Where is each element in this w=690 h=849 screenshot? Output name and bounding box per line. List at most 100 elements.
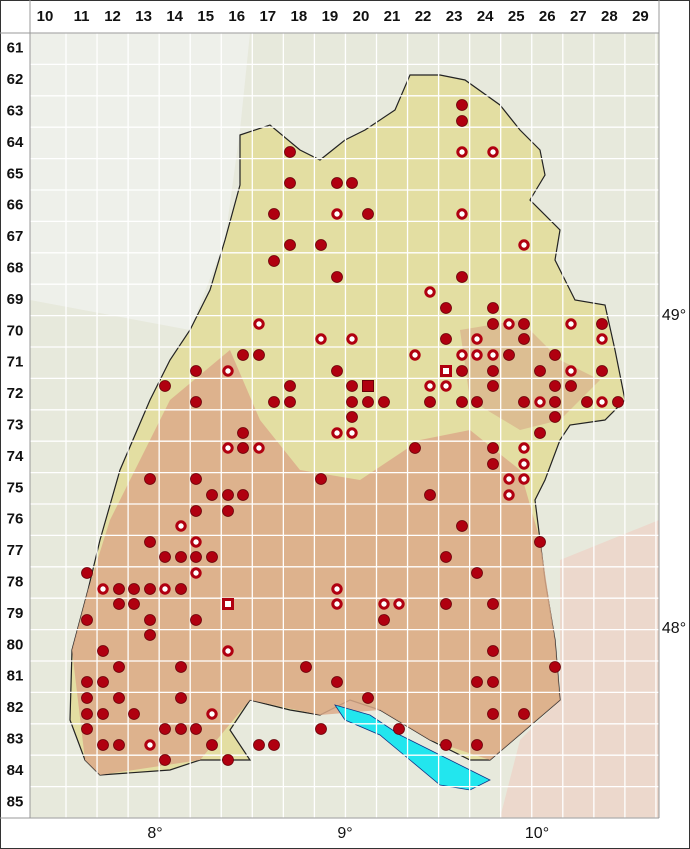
- marker-filled: [268, 208, 280, 220]
- row-label: 69: [7, 291, 24, 308]
- marker-filled: [596, 318, 608, 330]
- marker-filled: [81, 676, 93, 688]
- marker-filled: [97, 676, 109, 688]
- marker-open: [144, 739, 156, 751]
- marker-filled: [284, 239, 296, 251]
- row-label: 74: [7, 448, 24, 465]
- row-label: 85: [7, 793, 24, 810]
- marker-open: [331, 208, 343, 220]
- column-label: 17: [259, 8, 276, 25]
- marker-filled: [222, 754, 234, 766]
- column-label: 23: [446, 8, 463, 25]
- marker-open: [534, 396, 546, 408]
- marker-filled: [113, 661, 125, 673]
- marker-filled: [518, 396, 530, 408]
- marker-filled: [97, 645, 109, 657]
- marker-filled: [190, 614, 202, 626]
- marker-open: [518, 458, 530, 470]
- row-label: 80: [7, 636, 24, 653]
- marker-filled: [284, 177, 296, 189]
- marker-filled: [284, 146, 296, 158]
- marker-filled: [362, 208, 374, 220]
- column-label: 25: [508, 8, 525, 25]
- row-label: 77: [7, 542, 24, 559]
- marker-filled: [237, 442, 249, 454]
- column-label: 24: [477, 8, 494, 25]
- marker-filled: [315, 473, 327, 485]
- marker-open: [424, 380, 436, 392]
- column-label: 22: [415, 8, 432, 25]
- column-label: 18: [291, 8, 308, 25]
- marker-filled: [97, 708, 109, 720]
- marker-filled: [487, 598, 499, 610]
- marker-filled: [113, 739, 125, 751]
- marker-open: [503, 318, 515, 330]
- marker-open: [596, 396, 608, 408]
- marker-filled: [503, 349, 515, 361]
- marker-filled: [487, 676, 499, 688]
- marker-filled: [253, 739, 265, 751]
- row-label: 66: [7, 197, 24, 214]
- marker-filled: [268, 396, 280, 408]
- marker-filled: [159, 380, 171, 392]
- marker-filled: [378, 396, 390, 408]
- marker-filled: [346, 396, 358, 408]
- row-label: 84: [7, 762, 24, 779]
- marker-filled: [206, 739, 218, 751]
- marker-filled: [237, 489, 249, 501]
- longitude-label: 10°: [525, 825, 549, 842]
- marker-filled: [113, 598, 125, 610]
- marker-filled: [190, 396, 202, 408]
- marker-open: [346, 427, 358, 439]
- marker-filled: [487, 645, 499, 657]
- marker-filled: [113, 692, 125, 704]
- column-label: 19: [322, 8, 339, 25]
- marker-open: [471, 349, 483, 361]
- marker-filled: [440, 551, 452, 563]
- column-label: 16: [228, 8, 245, 25]
- marker-filled: [175, 551, 187, 563]
- marker-filled: [331, 271, 343, 283]
- marker-filled: [144, 583, 156, 595]
- column-label: 28: [601, 8, 618, 25]
- row-label: 76: [7, 511, 24, 528]
- marker-filled: [456, 271, 468, 283]
- row-label: 65: [7, 165, 24, 182]
- marker-open: [253, 318, 265, 330]
- marker-filled: [471, 739, 483, 751]
- marker-filled: [81, 708, 93, 720]
- marker-filled: [596, 365, 608, 377]
- marker-filled: [237, 349, 249, 361]
- marker-filled: [159, 754, 171, 766]
- row-label: 68: [7, 259, 24, 276]
- marker-open: [331, 583, 343, 595]
- marker-filled: [487, 442, 499, 454]
- marker-filled: [206, 489, 218, 501]
- marker-filled: [518, 318, 530, 330]
- row-label: 78: [7, 573, 24, 590]
- marker-filled: [534, 536, 546, 548]
- marker-open: [409, 349, 421, 361]
- marker-open: [503, 489, 515, 501]
- marker-filled: [81, 567, 93, 579]
- marker-filled: [144, 629, 156, 641]
- marker-open: [222, 645, 234, 657]
- marker-filled: [128, 708, 140, 720]
- outside-lowland: [30, 33, 250, 330]
- marker-filled: [190, 505, 202, 517]
- marker-filled: [440, 739, 452, 751]
- marker-open: [346, 333, 358, 345]
- marker-filled: [284, 380, 296, 392]
- marker-filled: [159, 551, 171, 563]
- row-label: 81: [7, 668, 24, 685]
- marker-open: [518, 442, 530, 454]
- marker-open: [222, 442, 234, 454]
- column-label: 12: [104, 8, 121, 25]
- marker-filled: [331, 365, 343, 377]
- marker-filled: [175, 661, 187, 673]
- marker-filled: [175, 723, 187, 735]
- marker-filled: [346, 177, 358, 189]
- occurrence-markers: [81, 99, 624, 766]
- marker-open: [440, 380, 452, 392]
